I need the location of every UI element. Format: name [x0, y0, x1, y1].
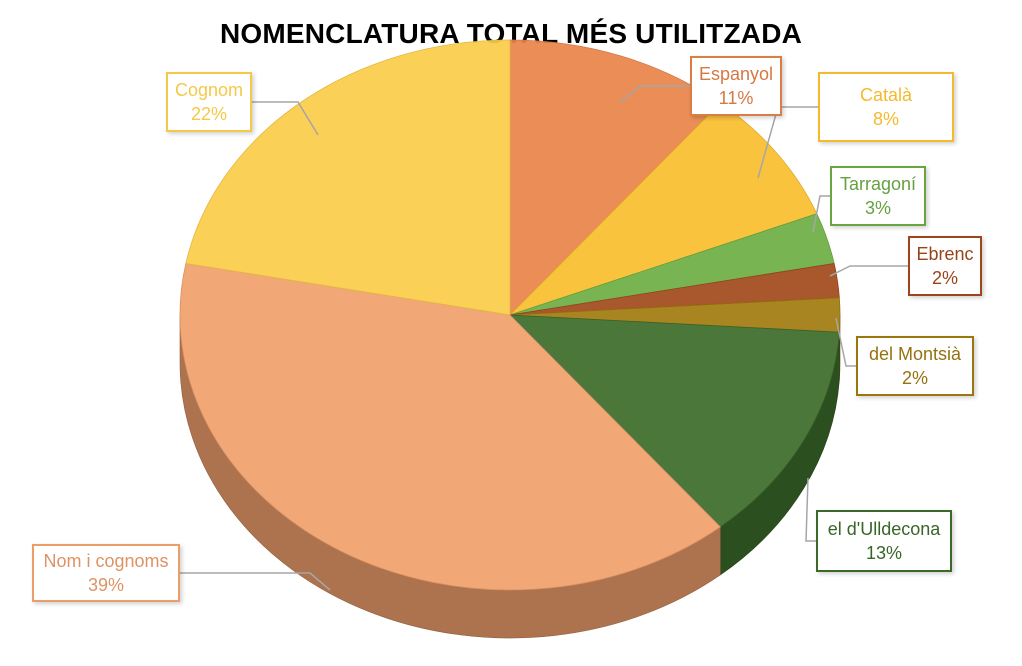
- leader-line-el-d-ulldecona: [805, 477, 816, 542]
- data-label-value: 2%: [901, 368, 928, 388]
- data-label-value: 13%: [865, 543, 903, 563]
- leader-line-del-montsia: [835, 317, 856, 367]
- leader-line-ebrenc: [829, 265, 908, 277]
- data-label-tarragoni: Tarragoní 3%: [830, 166, 926, 226]
- data-label-catala: Català 8%: [818, 72, 954, 142]
- pie-slice-nom-i-cognoms: [179, 263, 721, 591]
- pie-slice-el-d-ulldecona: [508, 314, 840, 528]
- data-label-value: 22%: [190, 104, 228, 124]
- data-label-value: 8%: [872, 109, 899, 129]
- pie-slice-cognom: [185, 39, 511, 316]
- data-label-value: 2%: [931, 268, 958, 288]
- data-label-cognom: Cognom 22%: [166, 72, 252, 132]
- data-label-value: 11%: [718, 88, 754, 108]
- data-label-nom-i-cognoms: Nom i cognoms 39%: [32, 544, 180, 602]
- data-label-name: Català: [859, 85, 913, 105]
- data-label-name: Tarragoní: [839, 174, 917, 194]
- leader-line-tarragoni: [812, 195, 830, 233]
- data-label-name: del Montsià: [868, 344, 962, 364]
- data-label-name: el d'Ulldecona: [827, 519, 941, 539]
- data-label-name: Ebrenc: [916, 244, 974, 264]
- data-label-name: Cognom: [174, 80, 244, 100]
- data-label-espanyol: Espanyol 11%: [690, 56, 782, 116]
- data-label-del-montsia: del Montsià 2%: [856, 336, 974, 396]
- data-label-el-d-ulldecona: el d'Ulldecona 13%: [816, 510, 952, 572]
- data-label-ebrenc: Ebrenc 2%: [908, 236, 982, 296]
- data-label-name: Espanyol: [698, 64, 774, 84]
- leader-line-cognom: [252, 101, 319, 136]
- data-label-value: 39%: [87, 575, 125, 595]
- data-label-value: 3%: [864, 198, 891, 218]
- leader-line-espanyol: [619, 85, 690, 103]
- data-label-name: Nom i cognoms: [43, 551, 169, 571]
- leader-line-nom-i-cognoms: [180, 572, 331, 591]
